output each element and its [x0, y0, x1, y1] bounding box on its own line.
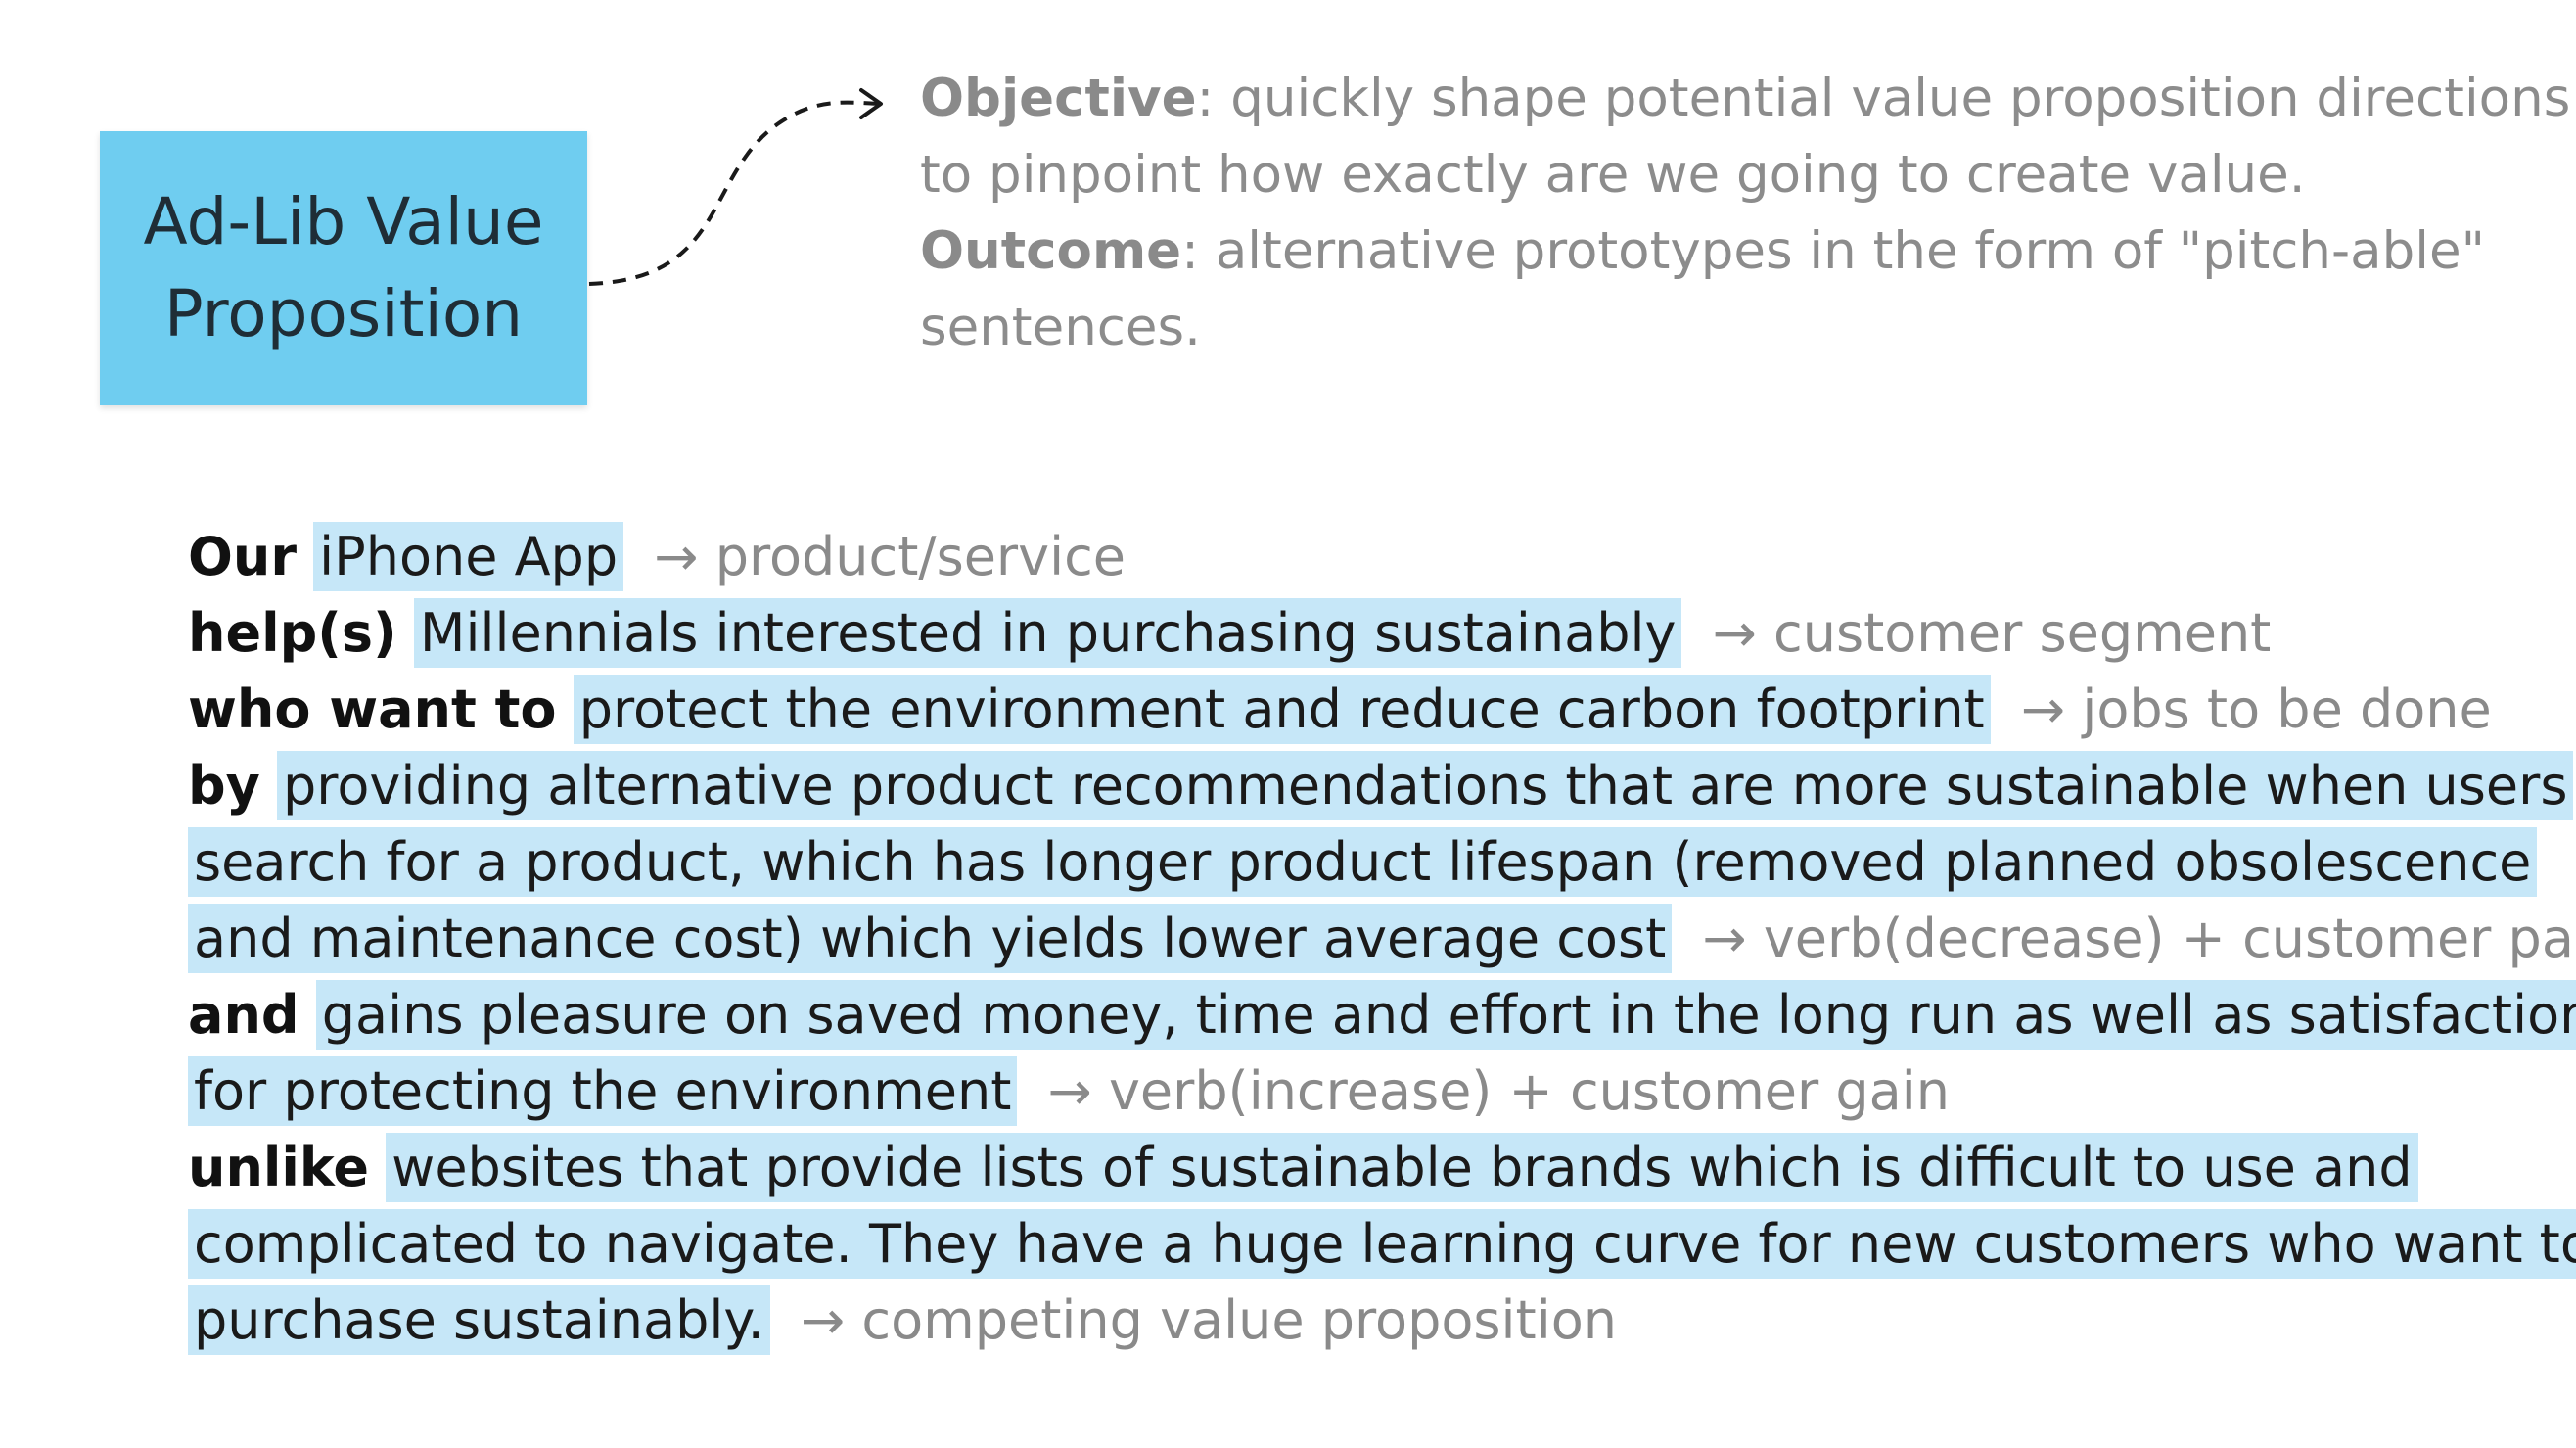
product-fill[interactable]: iPhone App: [313, 522, 624, 591]
outcome-label: Outcome: [920, 221, 1182, 281]
pain-line-3: and maintenance cost) which yields lower…: [188, 901, 2576, 977]
competitor-hint: → competing value proposition: [801, 1289, 1617, 1351]
product-hint: → product/service: [654, 526, 1126, 587]
segment-hint-label: customer segment: [1773, 602, 2272, 664]
want-keyword: who want to: [188, 678, 557, 740]
jobs-fill[interactable]: protect the environment and reduce carbo…: [573, 675, 1991, 744]
gain-hint: → verb(increase) + customer gain: [1048, 1060, 1950, 1122]
by-keyword: by: [188, 755, 260, 817]
competitor-line-2: complicated to navigate. They have a hug…: [188, 1206, 2576, 1283]
ad-lib-template: Our iPhone App → product/service help(s)…: [188, 519, 2576, 1359]
pain-line-1: by providing alternative product recomme…: [188, 748, 2574, 824]
jobs-hint-label: jobs to be done: [2082, 678, 2492, 740]
competitor-line-1: unlike websites that provide lists of su…: [188, 1130, 2439, 1206]
pain-fill-2[interactable]: search for a product, which has longer p…: [188, 827, 2538, 897]
pain-fill-1[interactable]: providing alternative product recommenda…: [277, 751, 2574, 820]
objective-label: Objective: [920, 69, 1197, 128]
gain-line-1: and gains pleasure on saved money, time …: [188, 977, 2576, 1053]
objective-text-1: : quickly shape potential value proposit…: [1196, 69, 2571, 128]
product-hint-label: product/service: [714, 526, 1127, 587]
arrow-icon: →: [1047, 1060, 1092, 1122]
jobs-hint: → jobs to be done: [2021, 678, 2492, 740]
objective-outcome-description: Objective: quickly shape potential value…: [920, 61, 2570, 366]
competitor-fill-3[interactable]: purchase sustainably.: [188, 1285, 770, 1355]
gain-fill-2[interactable]: for protecting the environment: [188, 1056, 1018, 1126]
sticky-title-line-2: Proposition: [163, 276, 524, 351]
gain-line-2: for protecting the environment → verb(in…: [188, 1053, 2439, 1130]
unlike-keyword: unlike: [188, 1137, 369, 1198]
objective-row-1: Objective: quickly shape potential value…: [920, 61, 2570, 137]
sticky-title-line-1: Ad-Lib Value: [143, 184, 544, 259]
our-keyword: Our: [188, 526, 297, 587]
helps-keyword: help(s): [188, 602, 397, 664]
arrow-icon: →: [1712, 602, 1757, 664]
pain-fill-3[interactable]: and maintenance cost) which yields lower…: [188, 904, 1673, 973]
competitor-fill-1[interactable]: websites that provide lists of sustainab…: [386, 1133, 2418, 1202]
pain-line-2: search for a product, which has longer p…: [188, 824, 2538, 901]
gain-fill-1[interactable]: gains pleasure on saved money, time and …: [315, 980, 2576, 1050]
product-line: Our iPhone App → product/service: [188, 519, 2439, 595]
outcome-row-1: Outcome: alternative prototypes in the f…: [920, 213, 2525, 290]
segment-line: help(s) Millennials interested in purcha…: [188, 595, 2439, 672]
and-keyword: and: [188, 984, 299, 1046]
outcome-text-2: sentences.: [920, 298, 1201, 357]
ad-lib-value-proposition-sticky-note[interactable]: Ad-Lib Value Proposition: [100, 131, 587, 405]
arrow-icon: →: [801, 1289, 846, 1351]
arrow-icon: →: [1702, 908, 1747, 969]
segment-hint: → customer segment: [1713, 602, 2272, 664]
arrow-icon: →: [2020, 678, 2066, 740]
competitor-hint-label: competing value proposition: [861, 1289, 1617, 1351]
arrow-icon: →: [654, 526, 699, 587]
competitor-line-3: purchase sustainably. → competing value …: [188, 1283, 2439, 1359]
outcome-text-1: : alternative prototypes in the form of …: [1181, 221, 2485, 281]
segment-fill[interactable]: Millennials interested in purchasing sus…: [413, 598, 1682, 668]
jobs-line: who want to protect the environment and …: [188, 672, 2492, 748]
pain-hint: → verb(decrease) + customer pain: [1702, 908, 2576, 969]
objective-text-2: to pinpoint how exactly are we going to …: [920, 145, 2306, 205]
competitor-fill-2[interactable]: complicated to navigate. They have a hug…: [188, 1209, 2576, 1279]
pain-hint-label: verb(decrease) + customer pain: [1763, 908, 2576, 969]
gain-hint-label: verb(increase) + customer gain: [1108, 1060, 1950, 1122]
